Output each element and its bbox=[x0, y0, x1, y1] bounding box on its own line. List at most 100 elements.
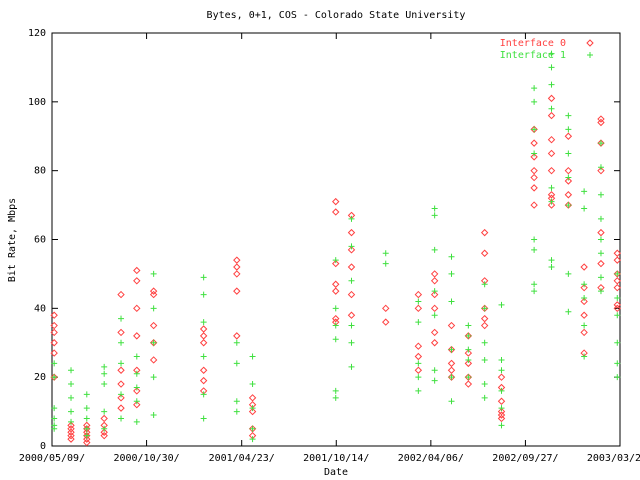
point bbox=[347, 290, 356, 299]
point bbox=[597, 215, 604, 222]
point bbox=[51, 425, 58, 432]
point bbox=[117, 404, 125, 412]
legend-marker bbox=[586, 39, 594, 47]
point bbox=[564, 166, 573, 175]
point bbox=[548, 184, 555, 191]
point bbox=[581, 281, 588, 288]
point bbox=[67, 421, 75, 430]
point bbox=[233, 263, 241, 271]
point bbox=[348, 215, 355, 222]
point bbox=[613, 256, 621, 264]
point bbox=[133, 332, 141, 340]
point bbox=[149, 290, 158, 299]
point bbox=[101, 370, 108, 377]
point bbox=[497, 407, 506, 416]
point bbox=[531, 246, 538, 253]
point bbox=[414, 290, 423, 299]
point bbox=[415, 374, 422, 381]
point bbox=[498, 387, 505, 394]
point bbox=[382, 318, 390, 326]
point bbox=[348, 339, 355, 346]
point bbox=[414, 342, 423, 350]
point bbox=[530, 201, 538, 209]
point bbox=[497, 411, 506, 419]
point bbox=[498, 356, 505, 363]
point bbox=[248, 394, 257, 402]
point bbox=[332, 336, 339, 343]
point bbox=[68, 418, 75, 425]
point bbox=[133, 398, 140, 405]
point bbox=[581, 353, 588, 360]
point bbox=[200, 291, 207, 298]
point bbox=[531, 150, 538, 157]
point bbox=[415, 387, 422, 394]
point bbox=[101, 408, 108, 415]
point bbox=[51, 405, 58, 412]
point bbox=[133, 277, 141, 285]
point bbox=[233, 408, 240, 415]
point bbox=[614, 270, 621, 277]
point bbox=[597, 118, 605, 127]
point bbox=[497, 373, 506, 381]
y-tick-label: 120 bbox=[28, 28, 46, 39]
point bbox=[565, 270, 572, 277]
point bbox=[332, 197, 340, 206]
y-tick-label: 60 bbox=[34, 235, 46, 246]
point bbox=[347, 263, 356, 271]
point bbox=[531, 98, 538, 105]
point bbox=[67, 435, 75, 443]
point bbox=[548, 64, 555, 71]
point bbox=[199, 339, 208, 347]
point bbox=[465, 346, 472, 353]
point bbox=[347, 311, 356, 319]
point bbox=[67, 425, 75, 433]
point bbox=[565, 202, 572, 209]
point bbox=[118, 415, 125, 422]
point bbox=[530, 125, 538, 134]
point bbox=[580, 263, 588, 271]
point bbox=[51, 374, 58, 381]
point bbox=[199, 325, 208, 333]
point bbox=[150, 412, 157, 419]
point bbox=[498, 422, 505, 429]
point bbox=[118, 391, 125, 398]
point bbox=[580, 297, 588, 306]
point bbox=[150, 305, 157, 312]
point bbox=[447, 359, 456, 368]
point bbox=[530, 173, 538, 182]
point bbox=[382, 250, 389, 257]
point bbox=[430, 328, 439, 337]
point bbox=[100, 428, 108, 436]
point bbox=[581, 205, 588, 212]
point bbox=[348, 363, 355, 370]
point bbox=[597, 274, 604, 281]
point bbox=[118, 315, 125, 322]
point bbox=[614, 295, 621, 302]
point bbox=[613, 277, 621, 285]
y-tick-label: 0 bbox=[40, 441, 46, 452]
point bbox=[613, 283, 621, 292]
point bbox=[480, 249, 489, 257]
point bbox=[597, 140, 604, 147]
point bbox=[249, 425, 256, 432]
point bbox=[431, 246, 438, 253]
point bbox=[68, 367, 75, 374]
point bbox=[67, 428, 75, 436]
point bbox=[531, 236, 538, 243]
point bbox=[200, 391, 207, 398]
point bbox=[382, 260, 389, 267]
point bbox=[233, 398, 240, 405]
point bbox=[415, 319, 422, 326]
point bbox=[464, 373, 473, 381]
point bbox=[597, 164, 604, 171]
point bbox=[332, 259, 340, 268]
point bbox=[497, 414, 506, 423]
point bbox=[199, 366, 208, 374]
y-tick-label: 20 bbox=[34, 372, 46, 383]
point bbox=[83, 391, 90, 398]
point bbox=[447, 373, 456, 381]
point bbox=[117, 290, 125, 299]
point bbox=[133, 418, 140, 425]
point bbox=[133, 387, 141, 395]
